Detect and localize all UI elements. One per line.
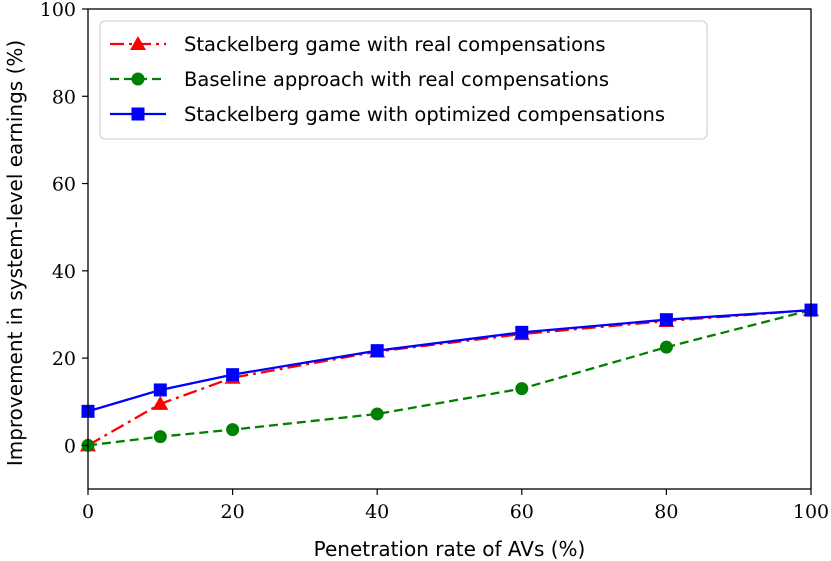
data-point [226, 423, 240, 437]
y-tick-label: 60 [52, 174, 76, 196]
series-3 [81, 303, 818, 418]
x-tick-label: 0 [82, 501, 94, 523]
legend-marker [131, 107, 145, 121]
data-point [370, 344, 384, 358]
y-axis-label: Improvement in system-level earnings (%) [3, 40, 27, 466]
data-point [153, 430, 167, 444]
x-tick-label: 20 [221, 501, 245, 523]
data-point [370, 407, 384, 421]
y-tick-label: 80 [52, 86, 76, 108]
legend-label: Stackelberg game with optimized compensa… [184, 103, 665, 126]
series-line [87, 308, 812, 413]
data-point [152, 395, 169, 410]
y-tick-label: 40 [52, 261, 76, 283]
x-tick-label: 100 [793, 501, 829, 523]
data-point [515, 382, 529, 396]
data-point [515, 325, 529, 339]
series-2 [81, 303, 818, 452]
y-tick-label: 0 [64, 435, 76, 457]
plot-frame [87, 8, 812, 490]
legend-label: Baseline approach with real compensation… [184, 68, 609, 91]
legend-marker [131, 72, 145, 86]
x-tick-label: 80 [654, 501, 678, 523]
axis-ticks: 0 20 40 60 80 100 0 20 40 60 80 100 [40, 0, 829, 523]
series-line [87, 308, 812, 447]
data-point [659, 313, 673, 327]
y-tick-label: 20 [52, 348, 76, 370]
series-1 [80, 302, 819, 452]
data-point [153, 383, 167, 397]
x-tick-label: 60 [510, 501, 534, 523]
data-point [659, 340, 673, 354]
legend-marker [130, 36, 146, 50]
legend: Stackelberg game with real compensations… [99, 20, 708, 140]
x-axis-label: Penetration rate of AVs (%) [314, 537, 586, 561]
x-tick-label: 40 [365, 501, 389, 523]
data-point [226, 368, 240, 382]
legend-label: Stackelberg game with real compensations [184, 33, 606, 56]
series-line [87, 308, 812, 447]
legend-box [99, 20, 708, 140]
y-tick-label: 100 [40, 0, 76, 21]
plot-area [80, 302, 819, 452]
